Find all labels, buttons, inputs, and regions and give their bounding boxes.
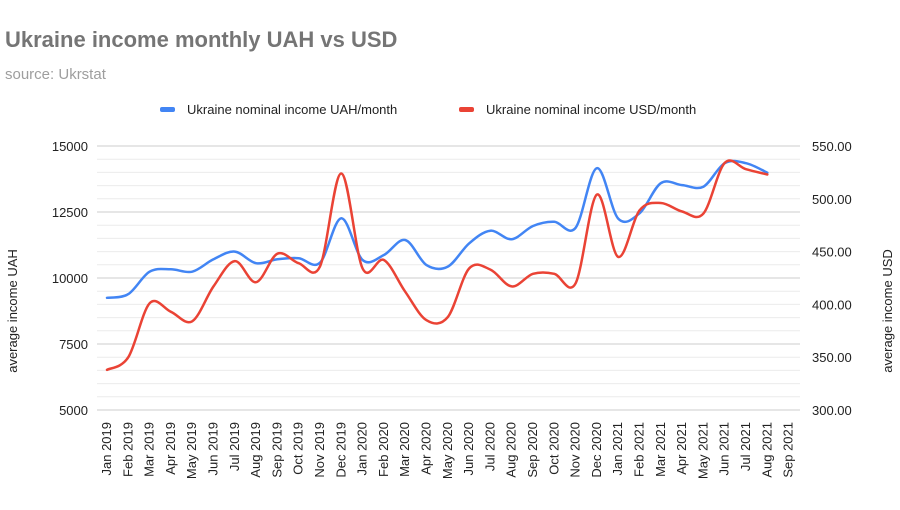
- chart-subtitle: source: Ukrstat: [5, 66, 106, 83]
- x-tick-label: Aug 2021: [759, 422, 774, 478]
- x-tick-label: Jan 2020: [355, 422, 370, 476]
- x-tick-label: Jan 2021: [610, 422, 625, 476]
- x-tick-label: Feb 2021: [632, 422, 647, 477]
- x-tick-label: Jul 2019: [227, 422, 242, 471]
- x-tick-label: Jul 2020: [482, 422, 497, 471]
- right-tick-label: 550.00: [812, 139, 852, 154]
- legend-swatch-usd-icon: [459, 107, 474, 112]
- x-tick-label: Feb 2019: [120, 422, 135, 477]
- chart-title: Ukraine income monthly UAH vs USD: [5, 27, 398, 52]
- right-axis-title: average income USD: [880, 249, 895, 373]
- x-tick-label: Oct 2020: [546, 422, 561, 475]
- x-tick-label: Dec 2020: [589, 422, 604, 478]
- left-tick-label: 15000: [52, 139, 88, 154]
- left-tick-label: 12500: [52, 205, 88, 220]
- x-tick-label: Mar 2020: [397, 422, 412, 477]
- right-tick-label: 300.00: [812, 403, 852, 418]
- right-tick-label: 450.00: [812, 245, 852, 260]
- legend-item-usd[interactable]: Ukraine nominal income USD/month: [459, 102, 696, 117]
- x-tick-label: Nov 2020: [568, 422, 583, 478]
- legend: Ukraine nominal income UAH/month Ukraine…: [0, 102, 900, 122]
- series-line-uah[interactable]: [105, 159, 769, 300]
- left-tick-label: 5000: [59, 403, 88, 418]
- legend-label-usd: Ukraine nominal income USD/month: [486, 102, 697, 117]
- right-tick-label: 500.00: [812, 192, 852, 207]
- x-tick-label: May 2021: [695, 422, 710, 479]
- x-tick-label: Oct 2019: [291, 422, 306, 475]
- x-tick-label: Jun 2021: [717, 422, 732, 476]
- x-tick-label: Jan 2019: [99, 422, 114, 476]
- x-tick-label: Aug 2019: [248, 422, 263, 478]
- x-tick-label: Apr 2020: [419, 422, 434, 475]
- right-tick-label: 400.00: [812, 297, 852, 312]
- left-axis-title: average income UAH: [5, 249, 20, 373]
- x-tick-label: Apr 2021: [674, 422, 689, 475]
- x-tick-label: Nov 2019: [312, 422, 327, 478]
- series-line-usd[interactable]: [105, 159, 769, 372]
- x-tick-label: Mar 2019: [142, 422, 157, 477]
- x-tick-label: Mar 2021: [653, 422, 668, 477]
- x-tick-label: Sep 2019: [269, 422, 284, 478]
- x-tick-label: Jun 2019: [206, 422, 221, 476]
- left-tick-label: 7500: [59, 337, 88, 352]
- right-axis-ticks: 550.00 500.00 450.00 400.00 350.00 300.00: [812, 139, 852, 418]
- x-tick-label: Apr 2019: [163, 422, 178, 475]
- left-axis-ticks: 15000 12500 10000 7500 5000: [52, 139, 88, 418]
- gridlines: [97, 145, 800, 411]
- x-tick-label: Feb 2020: [376, 422, 391, 477]
- x-tick-label: Aug 2020: [504, 422, 519, 478]
- x-tick-label: Sep 2020: [525, 422, 540, 478]
- left-tick-label: 10000: [52, 271, 88, 286]
- x-tick-label: May 2020: [440, 422, 455, 479]
- x-tick-label: Jun 2020: [461, 422, 476, 476]
- x-tick-label: May 2019: [184, 422, 199, 479]
- legend-label-uah: Ukraine nominal income UAH/month: [187, 102, 398, 117]
- legend-item-uah[interactable]: Ukraine nominal income UAH/month: [160, 102, 397, 117]
- legend-swatch-uah-icon: [160, 107, 175, 112]
- right-tick-label: 350.00: [812, 350, 852, 365]
- x-axis-ticks: Jan 2019 Feb 2019 Mar 2019 Apr 2019 May 2019…: [99, 422, 796, 479]
- x-tick-label: Jul 2021: [738, 422, 753, 471]
- x-tick-label: Dec 2019: [333, 422, 348, 478]
- x-tick-label: Sep 2021: [781, 422, 796, 478]
